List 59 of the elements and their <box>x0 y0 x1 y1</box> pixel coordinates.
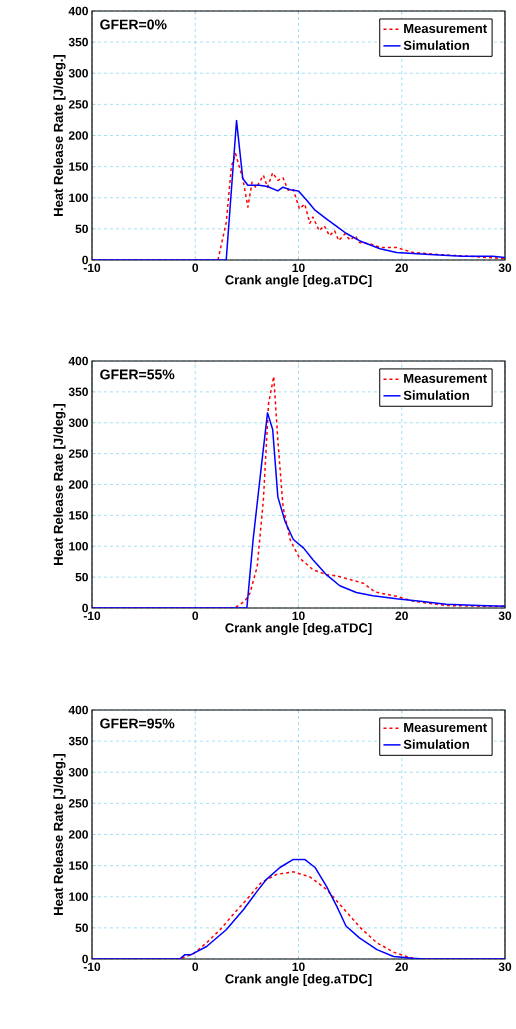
legend-label: Measurement <box>404 23 487 34</box>
x-tick-label: 10 <box>292 611 305 621</box>
legend-label: Simulation <box>403 739 469 749</box>
x-tick-label: -10 <box>83 263 101 273</box>
y-tick-label: 50 <box>75 923 88 933</box>
x-axis-title: Crank angle [deg.aTDC] <box>225 973 372 987</box>
y-tick-label: 150 <box>69 511 88 520</box>
y-axis-title: Heat Release Rate [J/deg.] <box>53 54 66 216</box>
x-tick-label: 0 <box>192 962 199 972</box>
y-tick-label: 50 <box>75 572 88 582</box>
x-tick-label: 0 <box>192 611 199 621</box>
x-tick-label: 10 <box>292 962 305 972</box>
x-tick-label: 0 <box>192 263 199 273</box>
x-tick-label: 30 <box>498 962 512 972</box>
y-tick-label: 400 <box>68 705 88 715</box>
x-axis-title: Crank angle [deg.aTDC] <box>225 274 372 288</box>
x-tick-label: 20 <box>395 611 408 621</box>
legend-label: Measurement <box>404 373 487 383</box>
y-tick-label: 0 <box>82 255 88 265</box>
x-tick-label: -10 <box>83 962 101 972</box>
y-tick-label: 400 <box>68 356 88 366</box>
y-tick-label: 150 <box>69 861 88 870</box>
y-tick-label: 100 <box>69 892 88 901</box>
x-tick-label: 10 <box>292 263 305 273</box>
y-tick-label: 200 <box>68 480 88 489</box>
y-tick-label: 250 <box>68 799 88 808</box>
y-tick-label: 0 <box>82 954 88 964</box>
y-tick-label: 400 <box>68 6 88 16</box>
y-tick-label: 300 <box>68 767 88 777</box>
y-tick-label: 350 <box>68 387 88 397</box>
y-axis-title: Heat Release Rate [J/deg.] <box>53 403 66 565</box>
y-axis-title: Heat Release Rate [J/deg.] <box>53 753 66 915</box>
x-tick-label: 30 <box>498 611 512 621</box>
y-tick-label: 350 <box>68 37 88 47</box>
legend-label: Measurement <box>404 722 487 733</box>
annotation: GFER=55% <box>100 369 175 380</box>
y-tick-label: 200 <box>68 131 88 140</box>
legend-label: Simulation <box>403 390 469 400</box>
line-series <box>92 119 505 260</box>
y-tick-label: 200 <box>68 830 88 839</box>
y-tick-label: 300 <box>68 69 88 78</box>
y-tick-label: 150 <box>69 162 88 171</box>
y-tick-label: 100 <box>69 193 88 202</box>
y-tick-label: 350 <box>68 736 88 746</box>
annotation: GFER=95% <box>100 718 175 729</box>
y-tick-label: 100 <box>69 542 88 551</box>
legend-label: Simulation <box>403 40 469 50</box>
y-tick-label: 250 <box>68 100 88 109</box>
x-tick-label: 30 <box>498 263 512 273</box>
line-series <box>92 412 505 608</box>
y-tick-label: 250 <box>68 449 88 458</box>
y-tick-label: 0 <box>82 603 88 613</box>
annotation: GFER=0% <box>100 19 167 30</box>
x-tick-label: 20 <box>395 962 408 972</box>
x-tick-label: 20 <box>395 263 408 273</box>
x-tick-label: -10 <box>83 611 101 621</box>
x-axis-title: Crank angle [deg.aTDC] <box>225 622 372 636</box>
y-tick-label: 50 <box>75 224 88 234</box>
y-tick-label: 300 <box>68 418 88 428</box>
